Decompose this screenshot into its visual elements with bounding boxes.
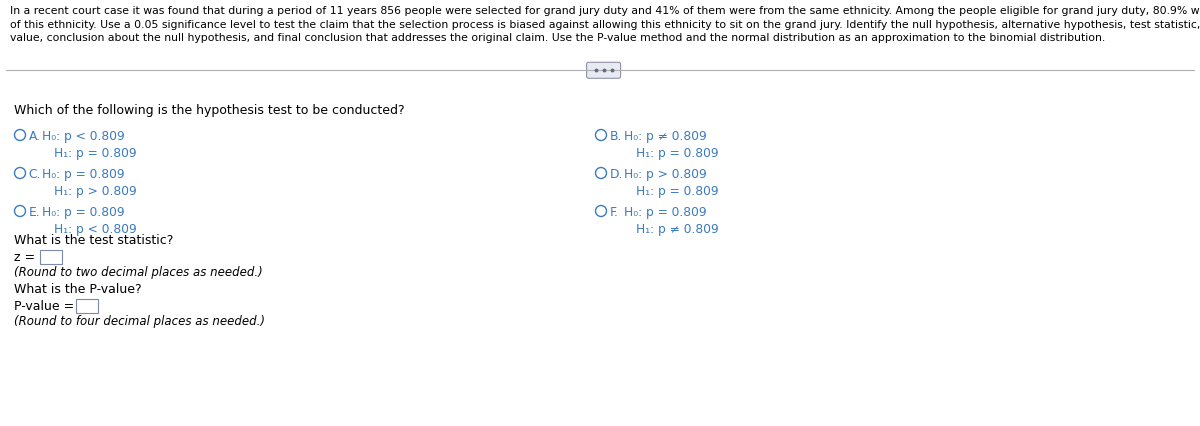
Text: C.: C. (29, 168, 41, 181)
Text: D.: D. (610, 168, 623, 181)
Text: A.: A. (29, 130, 41, 143)
Text: B.: B. (610, 130, 622, 143)
FancyBboxPatch shape (587, 62, 620, 78)
Text: of this ethnicity. Use a 0.05 significance level to test the claim that the sele: of this ethnicity. Use a 0.05 significan… (10, 20, 1200, 29)
Text: H₁: p > 0.809: H₁: p > 0.809 (54, 185, 137, 198)
Text: (Round to two decimal places as needed.): (Round to two decimal places as needed.) (14, 266, 263, 279)
FancyBboxPatch shape (76, 299, 98, 313)
Text: H₀: p ≠ 0.809: H₀: p ≠ 0.809 (624, 130, 707, 143)
Text: What is the P-value?: What is the P-value? (14, 283, 142, 296)
Text: H₀: p = 0.809: H₀: p = 0.809 (624, 206, 706, 219)
Text: H₀: p < 0.809: H₀: p < 0.809 (42, 130, 125, 143)
Text: P-value =: P-value = (14, 300, 74, 313)
Text: Which of the following is the hypothesis test to be conducted?: Which of the following is the hypothesis… (14, 104, 404, 117)
Text: H₀: p = 0.809: H₀: p = 0.809 (42, 206, 125, 219)
Text: H₀: p = 0.809: H₀: p = 0.809 (42, 168, 125, 181)
Text: H₁: p = 0.809: H₁: p = 0.809 (54, 147, 137, 160)
Text: H₁: p < 0.809: H₁: p < 0.809 (54, 223, 137, 236)
Text: H₁: p ≠ 0.809: H₁: p ≠ 0.809 (636, 223, 719, 236)
Text: H₀: p > 0.809: H₀: p > 0.809 (624, 168, 707, 181)
Text: z =: z = (14, 251, 35, 264)
Text: F.: F. (610, 206, 618, 219)
Text: What is the test statistic?: What is the test statistic? (14, 234, 173, 247)
Text: H₁: p = 0.809: H₁: p = 0.809 (636, 185, 718, 198)
Text: (Round to four decimal places as needed.): (Round to four decimal places as needed.… (14, 315, 265, 328)
Text: H₁: p = 0.809: H₁: p = 0.809 (636, 147, 718, 160)
Text: In a recent court case it was found that during a period of 11 years 856 people : In a recent court case it was found that… (10, 6, 1200, 16)
Text: value, conclusion about the null hypothesis, and final conclusion that addresses: value, conclusion about the null hypothe… (10, 33, 1105, 43)
Text: E.: E. (29, 206, 40, 219)
FancyBboxPatch shape (40, 250, 62, 264)
